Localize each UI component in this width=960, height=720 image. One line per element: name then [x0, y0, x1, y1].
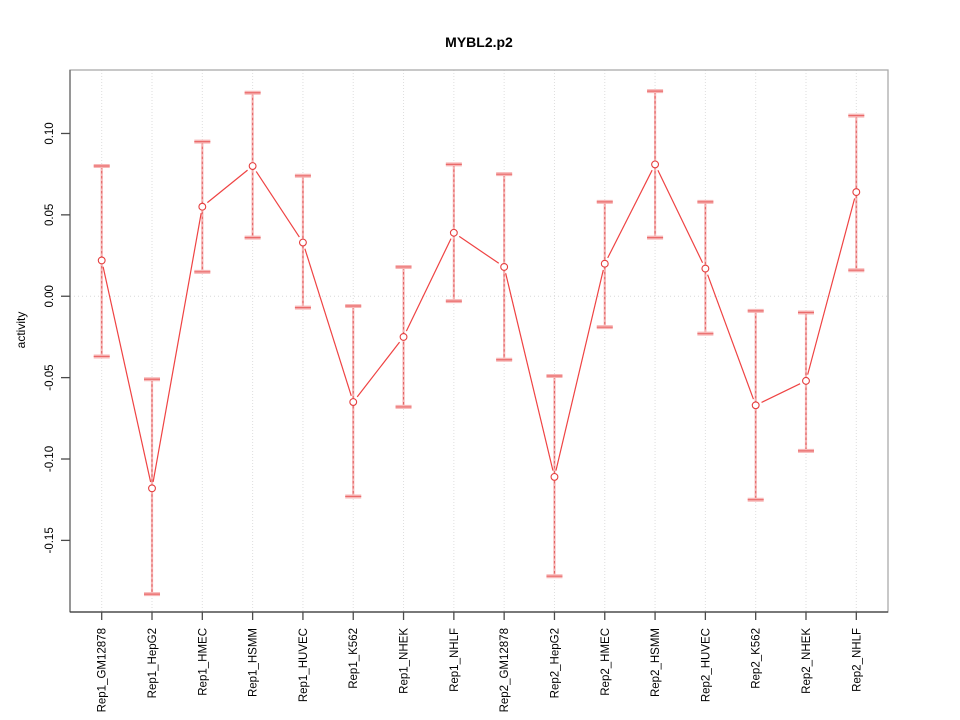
series-segment	[555, 269, 604, 471]
data-points-layer	[97, 160, 861, 493]
series-segment	[304, 248, 352, 397]
chart-title: MYBL2.p2	[445, 34, 513, 50]
data-point	[651, 160, 660, 169]
x-tick-label: Rep2_K562	[751, 628, 763, 689]
series-segment	[458, 235, 500, 264]
x-tick-label: Rep2_NHLF	[851, 628, 863, 692]
series-segment	[405, 238, 452, 332]
x-tick-label: Rep2_HepG2	[549, 628, 561, 698]
series-segment	[807, 198, 856, 375]
axes-layer: 0.10 0.05 0.00 -0.05 -0.10 -0.15 Rep1_GM12878 R…	[44, 122, 863, 712]
gridlines-layer	[70, 70, 888, 612]
data-point	[399, 332, 408, 341]
series-segment	[356, 341, 401, 398]
data-point	[600, 259, 609, 268]
x-tick-label: Rep2_GM12878	[499, 628, 511, 712]
x-tick-label: Rep2_HSMM	[650, 628, 662, 697]
x-tick-label: Rep1_HepG2	[147, 628, 159, 698]
y-tick-label: 0.00	[44, 285, 56, 307]
y-tick-label: 0.10	[44, 122, 56, 144]
x-tick-label: Rep2_NHEK	[801, 628, 813, 694]
data-point	[248, 162, 257, 170]
x-tick-label: Rep1_HMEC	[197, 628, 209, 696]
data-point	[97, 256, 106, 265]
data-point	[298, 238, 307, 247]
series-segment	[657, 169, 704, 263]
error-bars-layer	[93, 89, 865, 597]
data-point	[198, 202, 207, 211]
series-segment	[206, 169, 248, 204]
plot-frame-layer	[69, 69, 889, 613]
y-tick-label: -0.10	[44, 446, 56, 472]
data-point	[751, 401, 760, 410]
data-point	[349, 398, 358, 406]
y-tick-label: 0.05	[44, 204, 56, 226]
data-point	[148, 484, 156, 493]
series-segment	[607, 169, 653, 259]
series-segment	[102, 266, 152, 483]
y-tick-label: -0.15	[44, 527, 56, 553]
data-point	[802, 376, 810, 385]
x-tick-label: Rep2_HUVEC	[700, 628, 712, 702]
x-tick-label: Rep2_HMEC	[600, 628, 612, 696]
series-segment	[255, 171, 300, 238]
x-tick-label: Rep1_NHEK	[399, 628, 411, 694]
data-point	[550, 472, 559, 481]
data-point	[500, 262, 509, 271]
plot-border	[69, 69, 889, 613]
series-segment	[761, 383, 801, 403]
data-point	[449, 228, 458, 237]
series-line-layer	[102, 169, 856, 483]
data-point	[852, 188, 861, 197]
x-tick-label: Rep1_HUVEC	[298, 628, 310, 702]
data-point	[701, 264, 710, 273]
series-segment	[505, 273, 554, 471]
series-segment	[707, 274, 755, 400]
series-segment	[152, 213, 202, 483]
x-tick-label: Rep1_K562	[348, 628, 360, 689]
x-tick-label: Rep1_HSMM	[248, 628, 260, 697]
y-axis-label: activity	[14, 312, 28, 349]
x-tick-label: Rep1_GM12878	[97, 628, 109, 712]
y-tick-label: -0.05	[44, 365, 56, 391]
x-tick-label: Rep1_NHLF	[449, 628, 461, 692]
